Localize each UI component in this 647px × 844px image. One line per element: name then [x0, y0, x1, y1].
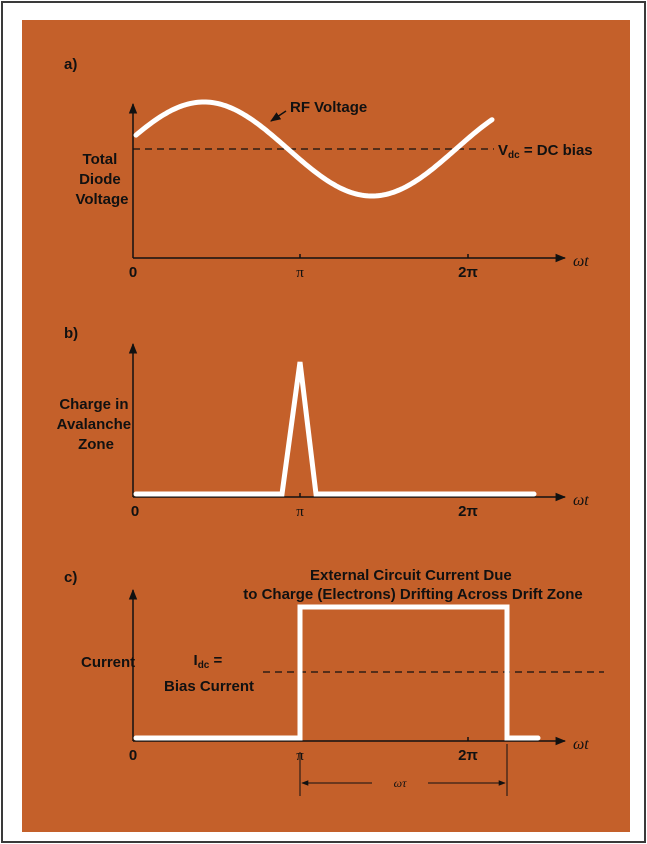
- panel-c: c) External Circuit Current Due to Charg…: [64, 567, 604, 796]
- panel-c-tick-label-0: 0: [129, 747, 137, 764]
- panel-c-bias-label-line1-rest: =: [209, 652, 222, 669]
- panel-a-tick-label-pi: π: [296, 265, 304, 281]
- panel-c-title-line: to Charge (Electrons) Drifting Across Dr…: [243, 586, 582, 603]
- panel-a-tick-label-0: 0: [129, 264, 137, 281]
- panel-b-x-axis-label: ωt: [573, 492, 589, 509]
- panel-c-bias-label: Idc = Bias Current: [164, 652, 254, 695]
- panel-b-tag: b): [64, 325, 78, 342]
- panel-c-x-axis-label: ωt: [573, 736, 589, 753]
- panel-a-y-label-line: Total: [83, 151, 118, 168]
- panel-a-y-label-line: Voltage: [75, 191, 128, 208]
- panel-c-bias-label-line1-main: I: [194, 652, 198, 669]
- panel-a-y-label: Total Diode Voltage: [75, 151, 128, 208]
- panel-c-bias-label-line1-subscript: dc: [198, 660, 210, 671]
- panel-b-y-label-line: Zone: [78, 436, 114, 453]
- panel-b-y-label-line: Charge in: [59, 396, 128, 413]
- panel-c-tick-label-2pi: 2π: [458, 747, 478, 764]
- panel-a-x-axis-label: ωt: [573, 253, 589, 270]
- panel-a-rf-voltage-curve: [133, 99, 495, 199]
- panel-b-avalanche-charge-curve: [133, 361, 537, 497]
- panel-c-y-label: Current: [81, 654, 135, 671]
- panel-b-y-label-line: Avalanche: [57, 416, 131, 433]
- panel-a-y-label-line: Diode: [79, 171, 121, 188]
- panel-c-current-pulse: [133, 604, 541, 741]
- panel-c-bias-label-line2: Bias Current: [164, 678, 254, 695]
- panel-a-tag: a): [64, 56, 77, 73]
- panel-b-tick-label-pi: π: [296, 504, 304, 520]
- panel-a-curve-label-leader: [270, 110, 287, 122]
- panel-b-tick-label-0: 0: [131, 503, 139, 520]
- panel-c-title-line: External Circuit Current Due: [310, 567, 512, 584]
- panel-a-bias-label-subscript: dc: [508, 150, 520, 161]
- panel-a-bias-label-rest: = DC bias: [520, 142, 593, 159]
- panel-b-y-label: Charge in Avalanche Zone: [57, 396, 136, 453]
- panel-a: a) Total Diode Voltage RF Voltage Vdc = …: [64, 56, 593, 281]
- panel-a-bias-label: Vdc = DC bias: [498, 142, 593, 161]
- panel-a-curve-label: RF Voltage: [290, 99, 367, 116]
- panel-b: b) Charge in Avalanche Zone 0 π 2π ωt: [57, 325, 590, 520]
- panel-c-tag: c): [64, 569, 77, 586]
- panel-c-dimension-label: ωτ: [394, 776, 407, 790]
- panel-b-tick-label-2pi: 2π: [458, 503, 478, 520]
- panel-c-title: External Circuit Current Due to Charge (…: [243, 567, 582, 603]
- panel-a-bias-label-main: V: [498, 142, 508, 159]
- figure-background: [22, 20, 630, 832]
- panel-a-tick-label-2pi: 2π: [458, 264, 478, 281]
